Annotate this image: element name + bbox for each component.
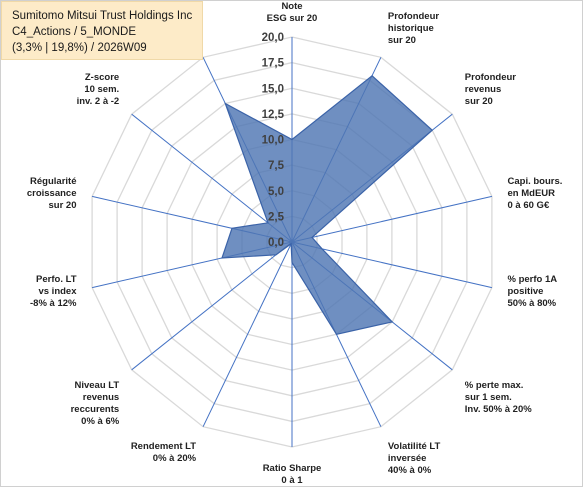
axis-label-8: Rendement LT 0% à 20%	[131, 441, 197, 464]
tick-label-5: 12,5	[262, 109, 285, 121]
tick-label-3: 7,5	[268, 160, 285, 172]
axis-spoke-3	[291, 195, 493, 243]
axis-label-7: Ratio Sharpe 0 à 1	[263, 463, 322, 486]
axis-spoke-12	[131, 113, 293, 243]
tick-labels: 0,0 2,5 5,0 7,5 10,0 12,5 15,0 17,5 20,0	[262, 32, 285, 249]
axis-spoke-4	[291, 241, 493, 289]
chart-title-line-3: (3,3% | 19,8%) / 2026W09	[12, 42, 147, 54]
tick-label-2: 5,0	[268, 186, 284, 198]
chart-title-box: Sumitomo Mitsui Trust Holdings Inc C4_Ac…	[1, 1, 203, 60]
axis-label-11: Régularité croissance sur 20	[27, 176, 77, 211]
series-area-0	[221, 75, 434, 335]
tick-label-7: 17,5	[262, 58, 285, 70]
axis-spoke-9	[131, 241, 293, 371]
axis-label-5: % perte max. sur 1 sem. Inv. 50% à 20%	[465, 380, 532, 415]
axis-label-4: % perfo 1A positive 50% à 80%	[508, 274, 558, 309]
tick-label-1: 2,5	[268, 211, 285, 223]
axis-label-3: Capi. bours. en MdEUR 0 à 60 G€	[508, 176, 563, 211]
tick-label-6: 15,0	[262, 83, 284, 95]
tick-label-8: 20,0	[262, 32, 284, 44]
chart-title-line-2: C4_Actions / 5_MONDE	[12, 26, 136, 38]
axis-label-9: Niveau LT revenus reccurents 0% à 6%	[71, 380, 120, 427]
chart-title-line-1: Sumitomo Mitsui Trust Holdings Inc	[12, 10, 193, 22]
axis-label-1: Profondeur historique sur 20	[388, 11, 439, 46]
axis-label-6: Volatilité LT inversée 40% à 0%	[388, 441, 441, 476]
axis-spoke-8	[202, 241, 293, 427]
axis-label-2: Profondeur revenus sur 20	[465, 72, 516, 107]
tick-label-0: 0,0	[268, 237, 284, 249]
axis-label-0: Note ESG sur 20	[267, 1, 318, 24]
tick-label-4: 10,0	[262, 135, 284, 147]
axis-label-10: Perfo. LT vs index -8% à 12%	[30, 274, 77, 309]
series-layer	[221, 75, 434, 335]
axis-label-12: Z-score 10 sem. inv. 2 à -2	[77, 72, 120, 107]
